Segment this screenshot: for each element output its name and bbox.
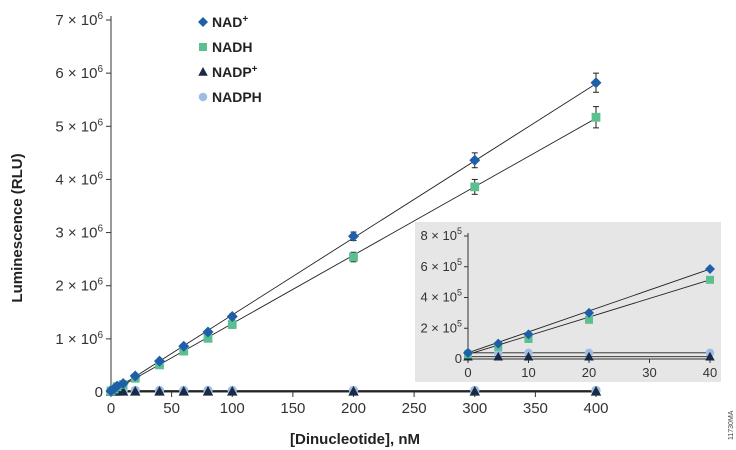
- legend-item-nadph: NADPH: [198, 89, 262, 105]
- point-nadp-plus: [348, 385, 359, 396]
- point-nadp-plus: [130, 385, 141, 396]
- point-nadp-plus: [202, 385, 214, 396]
- inset-point-nad-plus: [705, 264, 715, 275]
- legend-label: NAD+: [212, 14, 248, 30]
- inset-point-nad-plus: [584, 307, 594, 318]
- point-nadh: [349, 252, 358, 262]
- x-tick-label: 200: [341, 400, 366, 417]
- point-nad-plus: [154, 355, 165, 367]
- legend-label: NADPH: [212, 89, 262, 105]
- point-nad-plus: [202, 326, 214, 338]
- legend: NAD+ NADH NADP+ NADPH: [198, 14, 262, 105]
- y-tick-label: 7 × 106: [55, 11, 103, 29]
- legend-marker-circle-icon: [198, 92, 208, 102]
- x-tick-label: 0: [107, 400, 115, 417]
- y-tick-label: 3 × 106: [55, 224, 103, 242]
- y-axis-label: Luminescence (RLU): [9, 153, 26, 302]
- point-nadp-plus: [590, 385, 602, 396]
- point-nadh: [227, 320, 237, 329]
- figure-code: 11730MA: [728, 410, 735, 440]
- inset-x-tick-label: 10: [521, 365, 535, 380]
- inset-x-tick-label: 40: [703, 365, 717, 380]
- point-nad-plus: [590, 77, 602, 89]
- legend-marker-diamond-icon: [198, 17, 208, 27]
- point-nadp-plus: [178, 385, 189, 396]
- x-tick-label: 250: [402, 400, 427, 417]
- legend-item-nadh: NADH: [199, 39, 252, 55]
- inset-point-nadh: [706, 275, 714, 284]
- y-tick-label: 5 × 106: [55, 117, 103, 135]
- x-tick-label: 50: [163, 400, 180, 417]
- y-tick-label: 1 × 106: [55, 330, 103, 348]
- legend-item-nad-plus: NAD+: [198, 14, 248, 30]
- point-nadp-plus: [469, 385, 480, 396]
- inset-x-tick-label: 0: [464, 365, 471, 380]
- inset-x-tick-label: 30: [642, 365, 656, 380]
- point-nadh: [470, 182, 480, 192]
- inset-point-nad-plus: [523, 329, 534, 340]
- inset-y-tick-label: 0: [455, 351, 462, 366]
- inset-y-tick-label: 4 × 105: [420, 288, 462, 305]
- x-axis-label: [Dinucleotide], nM: [290, 431, 420, 448]
- point-nad-plus: [469, 154, 481, 166]
- y-tick-label: 2 × 106: [55, 277, 103, 295]
- inset-y-tick-label: 6 × 105: [420, 257, 462, 274]
- y-tick-label: 0: [95, 384, 103, 401]
- inset-point-nad-plus: [463, 347, 473, 358]
- x-tick-label: 350: [523, 400, 548, 417]
- inset-point-nadp-plus: [523, 351, 534, 361]
- legend-marker-triangle-icon: [198, 67, 208, 76]
- x-tick-label: 400: [583, 400, 608, 417]
- inset-point-nadp-plus: [584, 351, 594, 361]
- legend-label: NADP+: [212, 64, 258, 80]
- point-nad-plus: [117, 377, 129, 389]
- point-nadh: [203, 333, 213, 343]
- inset-x-tick-label: 20: [582, 365, 596, 380]
- legend-item-nadp-plus: NADP+: [198, 64, 258, 80]
- x-tick-label: 150: [280, 400, 305, 417]
- inset-point-nadh: [585, 315, 593, 324]
- inset-chart: 0 2 × 105 4 × 105 6 × 105 8 × 105 0 10 20 30 40: [415, 222, 721, 382]
- point-nad-plus: [129, 370, 141, 382]
- point-nad-plus: [226, 311, 238, 323]
- point-nadp-plus: [227, 385, 238, 396]
- x-tick-label: 100: [220, 400, 245, 417]
- inset-y-tick-label: 2 × 105: [420, 318, 462, 335]
- inset-point-nadp-plus: [493, 351, 503, 361]
- point-nadp-plus: [117, 385, 129, 396]
- point-nad-plus: [178, 340, 190, 352]
- main-axes: 0 1 × 106 2 × 106 3 × 106 4 × 106 5 × 106 6 × …: [55, 11, 608, 417]
- x-tick-label: 300: [462, 400, 487, 417]
- legend-label: NADH: [212, 39, 252, 55]
- point-nadh: [591, 112, 601, 122]
- y-tick-label: 4 × 106: [55, 170, 103, 188]
- legend-marker-square-icon: [199, 43, 207, 51]
- point-nad-plus: [348, 230, 359, 242]
- inset-point-nadp-plus: [705, 351, 715, 361]
- point-nadp-plus: [154, 385, 165, 396]
- y-tick-label: 6 × 106: [55, 64, 103, 82]
- main-marks: [105, 72, 602, 397]
- inset-point-nad-plus: [493, 338, 504, 349]
- inset-y-tick-label: 8 × 105: [420, 226, 462, 243]
